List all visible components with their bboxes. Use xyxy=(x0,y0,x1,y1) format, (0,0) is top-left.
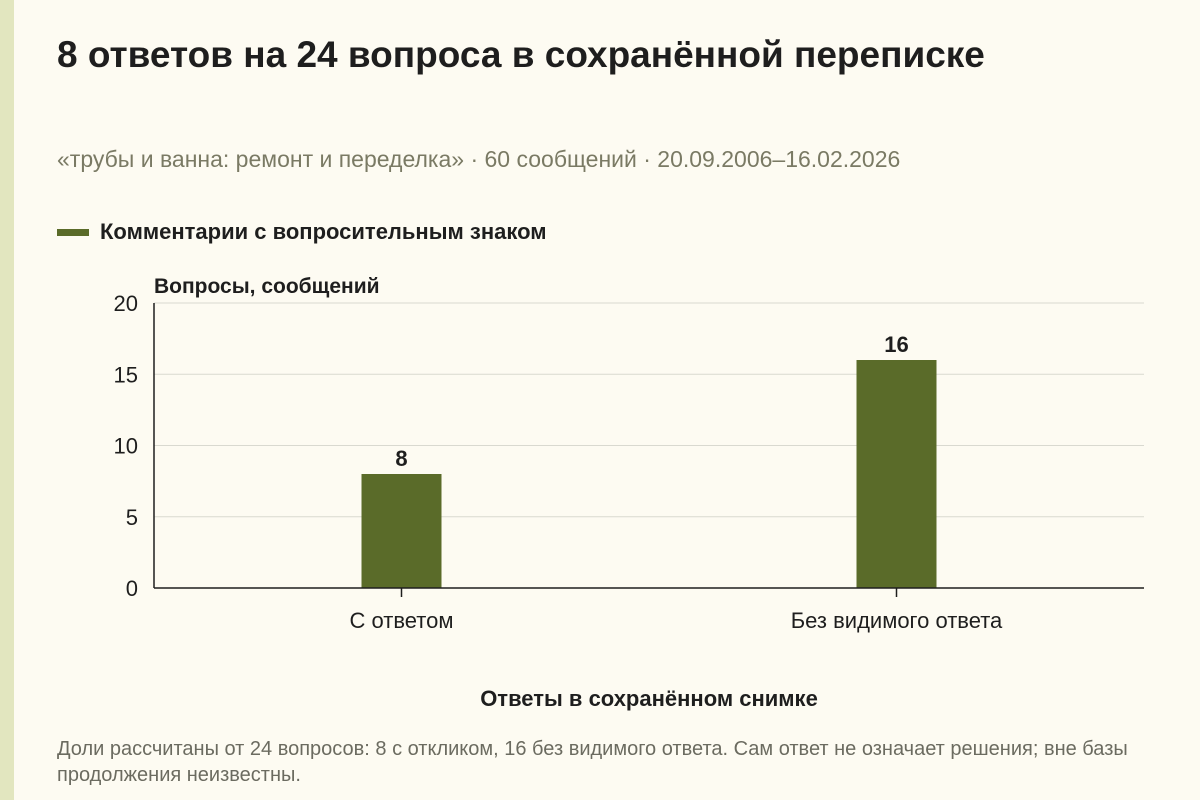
legend: Комментарии с вопросительным знаком xyxy=(57,219,547,245)
left-accent-stripe xyxy=(0,0,14,800)
y-tick-label: 5 xyxy=(126,505,138,530)
y-tick-label: 15 xyxy=(114,362,138,387)
x-axis-title: Ответы в сохранённом снимке xyxy=(480,686,818,711)
x-tick-label: Без видимого ответа xyxy=(791,608,1003,633)
bar xyxy=(856,360,937,588)
bar xyxy=(361,474,442,588)
data-label: 16 xyxy=(884,332,908,357)
y-axis-title: Вопросы, сообщений xyxy=(154,275,380,298)
y-tick-label: 20 xyxy=(114,291,138,316)
data-label: 8 xyxy=(395,446,407,471)
legend-label: Комментарии с вопросительным знаком xyxy=(100,219,547,244)
x-tick-label: С ответом xyxy=(350,608,454,633)
chart-title: 8 ответов на 24 вопроса в сохранённой пе… xyxy=(57,34,985,75)
footnote: Доли рассчитаны от 24 вопросов: 8 с откл… xyxy=(57,738,1128,786)
y-tick-label: 0 xyxy=(126,576,138,601)
y-tick-label: 10 xyxy=(114,434,138,459)
bar-chart: 0 5 10 15 20 Вопросы, сообщений 8 С ответом 16 Бе… xyxy=(114,275,1144,633)
legend-swatch xyxy=(57,228,89,236)
chart-subtitle: «трубы и ванна: ремонт и переделка» · 60… xyxy=(57,146,901,172)
